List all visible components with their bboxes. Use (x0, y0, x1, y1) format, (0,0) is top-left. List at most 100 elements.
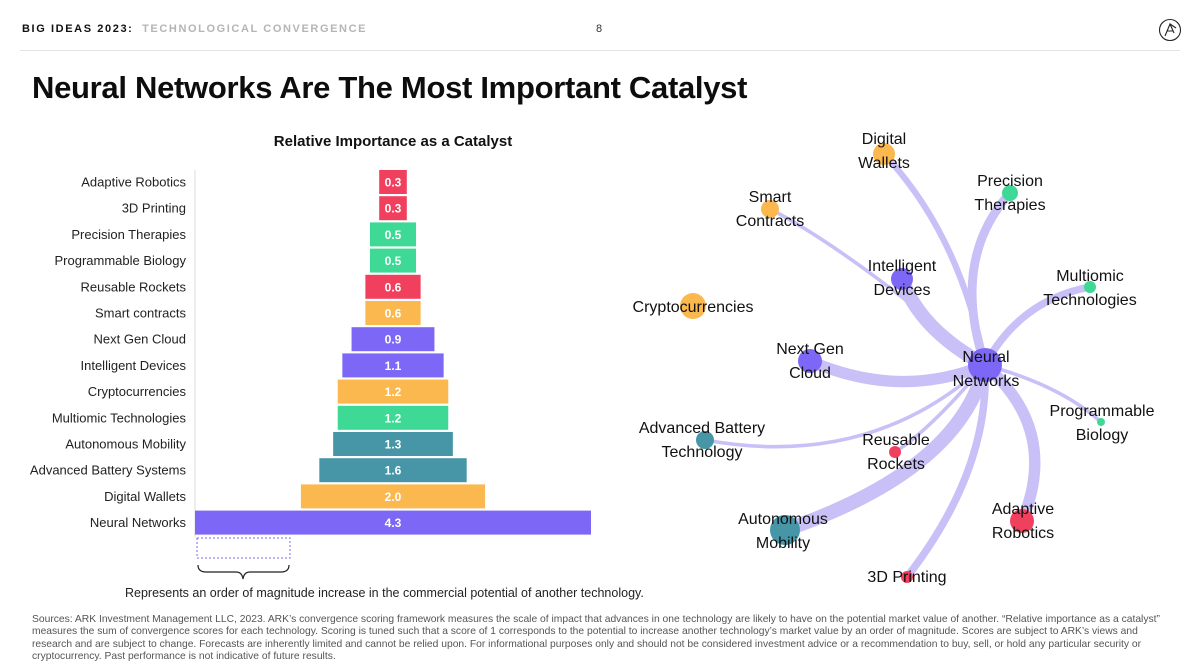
network-node-label: Cryptocurrencies (633, 299, 754, 316)
bar-category-label: Smart contracts (95, 306, 187, 321)
bar (342, 353, 444, 378)
page-number: 8 (596, 23, 603, 35)
page-title: Neural Networks Are The Most Important C… (32, 70, 748, 105)
series-colon: : (128, 23, 134, 35)
network-node (761, 200, 779, 218)
bar (300, 484, 486, 509)
bar (365, 301, 421, 325)
bar (337, 379, 449, 404)
network-node (889, 446, 901, 458)
bar-value-label: 0.6 (385, 280, 402, 294)
bar-category-label: Intelligent Devices (81, 358, 187, 373)
bar (319, 458, 467, 483)
bar-category-label: Adaptive Robotics (81, 175, 186, 190)
ark-logo-icon (1158, 18, 1182, 42)
network-node-label: Cloud (789, 365, 831, 382)
network-edge (778, 358, 992, 537)
bar-category-label: Programmable Biology (54, 253, 186, 268)
network-node-label: Precision (977, 173, 1043, 190)
network-edge (804, 355, 991, 388)
bar-category-label: Advanced Battery Systems (30, 463, 187, 478)
network-node-label: Smart (749, 189, 792, 206)
network-node-label: 3D Printing (867, 569, 946, 586)
bar-chart-title: Relative Importance as a Catalyst (274, 133, 512, 150)
network-node-label: Networks (953, 373, 1020, 390)
network-edge (903, 361, 990, 581)
network-node (1002, 185, 1018, 201)
bar-value-label: 0.3 (385, 176, 402, 190)
bar-category-label: Cryptocurrencies (88, 384, 187, 399)
bar-category-label: Precision Therapies (71, 227, 186, 242)
network-node-label: Therapies (974, 197, 1045, 214)
bar (333, 432, 453, 456)
bar-category-label: Next Gen Cloud (94, 332, 187, 347)
bar-value-label: 1.1 (385, 359, 402, 373)
legend-brace (197, 564, 290, 580)
network-node-label: Biology (1076, 427, 1128, 444)
bar (337, 405, 449, 430)
bar-value-label: 1.2 (385, 385, 402, 399)
bar-category-label: Multiomic Technologies (52, 410, 187, 425)
bar-category-label: Autonomous Mobility (65, 437, 186, 452)
network-edge (703, 363, 987, 449)
network-labels: Digital Wallets Precision Therapies Smart Con… (633, 131, 1155, 586)
network-node (696, 431, 714, 449)
series-title: BIG IDEAS 2023 (22, 23, 129, 35)
network-node-label: Contracts (736, 213, 804, 230)
bar-category-label: Reusable Rockets (81, 279, 187, 294)
network-node-label: Technology (662, 444, 743, 461)
bar (351, 327, 435, 352)
legend-unit-box (196, 537, 291, 559)
network-node (901, 571, 913, 583)
sources-footnote: Sources: ARK Investment Management LLC, … (32, 614, 1160, 662)
bar-value-label: 0.3 (385, 202, 402, 216)
network-node-label: Adaptive (992, 501, 1054, 518)
network-node-label: Wallets (858, 155, 910, 172)
network-node-label: Rockets (867, 456, 925, 473)
bar-value-label: 0.6 (385, 307, 402, 321)
network-node-label: Advanced Battery (639, 420, 765, 437)
bar-value-label: 2.0 (385, 490, 402, 504)
network-node-label: Autonomous (738, 511, 828, 528)
convergence-network-chart: Digital Wallets Precision Therapies Smart Con… (633, 131, 1155, 586)
network-node (680, 293, 706, 319)
network-node-label: Reusable (862, 432, 930, 449)
network-node (891, 268, 913, 290)
network-node (1084, 281, 1096, 293)
network-node-label: Next Gen (776, 341, 844, 358)
bar-category-label: Digital Wallets (104, 489, 186, 504)
network-node-label: Robotics (992, 525, 1054, 542)
bar-category-label: Neural Networks (90, 515, 187, 530)
series-subtitle: TECHNOLOGICAL CONVERGENCE (142, 23, 368, 35)
network-node-label: Neural (962, 349, 1009, 366)
network-node-label: Devices (874, 282, 931, 299)
bar (379, 196, 407, 221)
bar (369, 248, 417, 273)
network-edge (979, 359, 1041, 527)
bar-value-label: 1.2 (385, 411, 402, 425)
network-node-label: Digital (862, 131, 906, 148)
network-node (873, 143, 895, 165)
network-node (1097, 418, 1105, 426)
bar (369, 222, 417, 247)
bar-value-label: 0.9 (385, 333, 402, 347)
catalyst-bar-chart: Relative Importance as a Catalyst Adaptiv… (30, 133, 644, 600)
legend-text: Represents an order of magnitude increas… (125, 586, 644, 600)
network-node (1010, 509, 1034, 533)
network-node-label: Mobility (756, 535, 810, 552)
bar (365, 274, 421, 299)
bar-value-label: 4.3 (385, 516, 402, 530)
bar-value-label: 0.5 (385, 254, 402, 268)
network-edge (967, 188, 1015, 370)
network-node-label: Programmable (1050, 403, 1155, 420)
network-node (968, 348, 1002, 382)
bar-value-label: 0.5 (385, 228, 402, 242)
network-node (770, 515, 800, 545)
network-node-label: Multiomic (1056, 268, 1124, 285)
header-divider (20, 50, 1180, 51)
bar-value-label: 1.6 (385, 464, 402, 478)
network-node-label: Technologies (1043, 292, 1136, 309)
bar (379, 170, 407, 194)
network-node (798, 349, 822, 373)
network-edge (893, 363, 987, 454)
